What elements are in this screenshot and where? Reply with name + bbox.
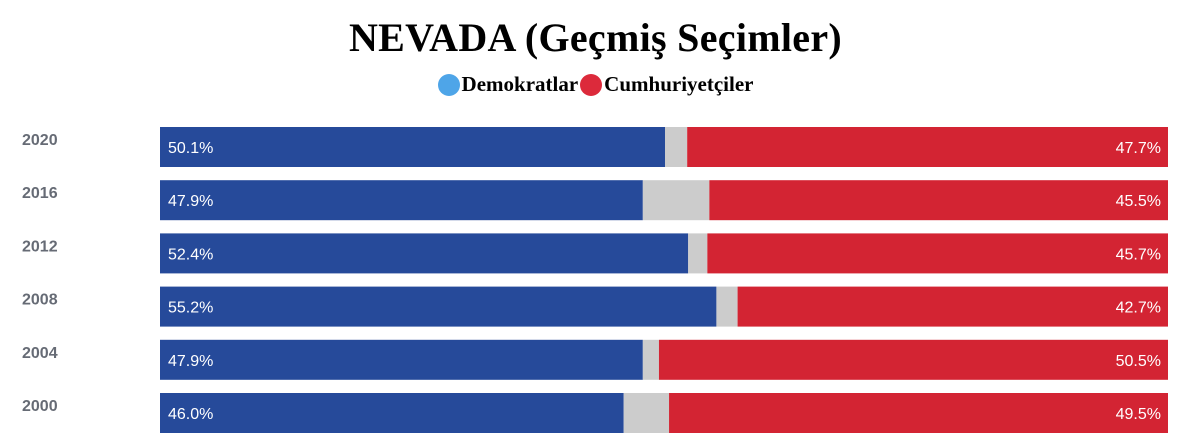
bar-segment-other-2008 xyxy=(716,286,738,327)
year-label-2020: 2020 xyxy=(22,132,58,149)
legend-dot-republicans-icon xyxy=(580,73,603,96)
year-label-2008: 2008 xyxy=(22,292,58,309)
bar-segment-cumhuriyet-iler-2000 xyxy=(669,393,1168,433)
chart-title: NEVADA (Geçmiş Seçimler) xyxy=(348,15,843,60)
legend-label-democrats: Demokratlar xyxy=(461,72,579,96)
legend-label-republicans: Cumhuriyetçiler xyxy=(604,72,754,96)
data-label-democrats-2016: 47.9% xyxy=(168,193,213,210)
bar-segment-cumhuriyet-iler-2008 xyxy=(737,286,1168,327)
bar-segment-other-2020 xyxy=(665,127,688,167)
data-label-republicans-2016: 45.5% xyxy=(1116,193,1161,210)
data-label-republicans-2008: 42.7% xyxy=(1116,300,1161,317)
legend-dot-democrats-icon xyxy=(437,73,460,96)
data-label-democrats-2012: 52.4% xyxy=(168,246,213,263)
bar-segment-demokratlar-2008 xyxy=(160,286,717,327)
legend-item-republicans: Cumhuriyetçiler xyxy=(580,72,753,97)
legend: Demokratlar Cumhuriyetçiler xyxy=(0,72,1191,97)
data-label-republicans-2012: 45.7% xyxy=(1116,246,1161,263)
year-label-2000: 2000 xyxy=(22,398,58,415)
bar-segment-other-2016 xyxy=(642,180,710,221)
bar-segment-cumhuriyet-iler-2020 xyxy=(687,127,1168,167)
data-label-republicans-2000: 49.5% xyxy=(1116,406,1161,423)
bar-segment-other-2012 xyxy=(688,233,708,274)
bar-segment-demokratlar-2000 xyxy=(160,393,624,433)
bar-segment-demokratlar-2012 xyxy=(160,233,689,274)
bar-segment-other-2004 xyxy=(642,339,659,380)
data-label-republicans-2020: 47.7% xyxy=(1116,140,1161,157)
data-label-republicans-2004: 50.5% xyxy=(1116,353,1161,370)
year-label-2004: 2004 xyxy=(22,345,58,362)
bar-segment-cumhuriyet-iler-2016 xyxy=(709,180,1168,221)
data-label-democrats-2020: 50.1% xyxy=(168,140,213,157)
data-label-democrats-2000: 46.0% xyxy=(168,406,213,423)
bar-segment-other-2000 xyxy=(623,393,670,433)
year-label-2016: 2016 xyxy=(22,185,58,202)
bar-segment-demokratlar-2016 xyxy=(160,180,643,221)
bar-segment-cumhuriyet-iler-2012 xyxy=(707,233,1168,274)
bar-segment-demokratlar-2020 xyxy=(160,127,666,167)
data-label-democrats-2008: 55.2% xyxy=(168,300,213,317)
data-label-democrats-2004: 47.9% xyxy=(168,353,213,370)
bar-segment-demokratlar-2004 xyxy=(160,339,643,380)
bar-segment-cumhuriyet-iler-2004 xyxy=(658,339,1168,380)
year-label-2012: 2012 xyxy=(22,238,58,255)
legend-item-democrats: Demokratlar xyxy=(437,72,579,97)
